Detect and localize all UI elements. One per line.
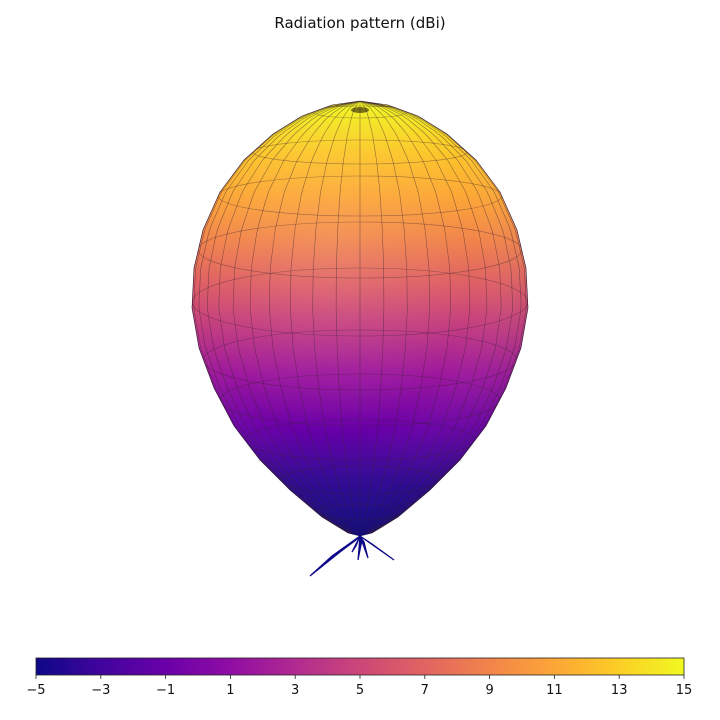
back-lobes [309,533,395,577]
meridian-line [249,101,361,534]
colorbar-gradient-bar [35,657,685,676]
colorbar-tick-label: 7 [421,683,429,698]
meridian-line [359,101,431,534]
lobe-apex [351,107,369,113]
meridian-line [198,101,361,534]
meridian-line [359,101,514,534]
colorbar-tick-label: 5 [356,683,364,698]
colorbar-tick-label: 13 [611,683,628,698]
meridian-line [359,101,452,534]
colorbar-tick-label: −3 [91,683,110,698]
meridian-line [232,101,361,534]
meridian-line [359,101,385,534]
meridian-line [359,101,502,534]
meridian-line [206,101,361,534]
surface-wireframe [192,101,528,534]
meridian-line [312,101,361,534]
colorbar-tick-label: −5 [26,683,45,698]
meridian-line [268,101,361,534]
latitude-line [198,221,522,279]
colorbar-ticks: −5 −3 −1 1 3 5 7 9 11 13 15 [26,675,692,698]
meridian-line [289,101,361,534]
colorbar-tick-label: −1 [156,683,175,698]
back-lobe [309,535,361,577]
colorbar-tick-label: 1 [226,683,234,698]
colorbar-tick-label: 11 [546,683,563,698]
back-lobe [357,533,363,561]
colorbar-tick-label: 3 [291,683,299,698]
meridian-line [218,101,361,534]
meridian-line [359,101,522,534]
latitude-line [203,329,517,391]
meridian-line [359,101,408,534]
radiation-pattern-surface [191,100,529,577]
meridian-line [335,101,361,534]
colorbar-tick-label: 9 [485,683,493,698]
latitude-line [315,503,405,521]
meridian-line [359,101,488,534]
meridian-line [359,101,471,534]
latitude-line [279,465,441,495]
colorbar: −5 −3 −1 1 3 5 7 9 11 13 15 [26,657,692,698]
back-lobe [351,535,361,553]
chart-title: Radiation pattern (dBi) [274,14,446,32]
back-lobe [359,535,395,561]
meridian-line [359,101,527,534]
colorbar-tick-label: 15 [676,683,693,698]
meridian-line [193,101,361,534]
